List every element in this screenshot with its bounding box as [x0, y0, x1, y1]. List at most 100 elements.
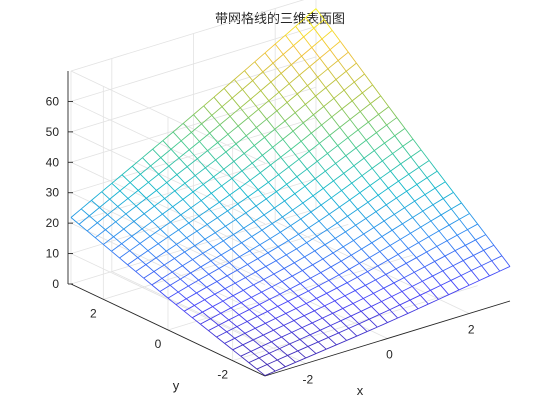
- mesh-line: [295, 308, 305, 317]
- mesh-line: [338, 274, 348, 284]
- mesh-line: [308, 151, 318, 162]
- mesh-line: [450, 275, 462, 281]
- mesh-line: [339, 127, 349, 138]
- mesh-line: [321, 124, 330, 136]
- mesh-line: [461, 202, 470, 214]
- mesh-line: [279, 343, 290, 350]
- mesh-line: [196, 230, 206, 240]
- mesh-line: [349, 192, 361, 201]
- mesh-line: [259, 304, 268, 312]
- mesh-line: [446, 240, 456, 251]
- mesh-line: [205, 167, 214, 178]
- mesh-line: [137, 181, 149, 191]
- mesh-line: [325, 170, 334, 182]
- mesh-line: [308, 290, 317, 299]
- mesh-line: [227, 210, 236, 220]
- mesh-line: [379, 245, 391, 252]
- mesh-line: [342, 308, 352, 317]
- mesh-line: [399, 304, 409, 314]
- mesh-line: [241, 170, 251, 181]
- mesh-line: [151, 221, 161, 230]
- mesh-line: [332, 252, 342, 262]
- mesh-line: [302, 122, 312, 134]
- mesh-line: [196, 286, 207, 294]
- mesh-line: [239, 250, 250, 258]
- mesh-line: [137, 250, 149, 259]
- mesh-line: [151, 278, 163, 286]
- mesh-line: [391, 296, 401, 306]
- mesh-line: [341, 100, 353, 110]
- mesh-line: [312, 264, 322, 273]
- mesh-line: [246, 321, 256, 329]
- mesh-line: [222, 295, 234, 302]
- mesh-line: [147, 250, 157, 259]
- mesh-line: [200, 318, 211, 325]
- mesh-line: [272, 138, 284, 148]
- mesh-line: [322, 312, 333, 319]
- mesh-line: [444, 255, 454, 267]
- mesh-line: [353, 233, 364, 241]
- mesh-line: [408, 173, 418, 185]
- axes-grid: [70, 0, 478, 377]
- mesh-line: [200, 200, 210, 210]
- mesh-line: [410, 232, 419, 243]
- mesh-line: [140, 165, 151, 175]
- mesh-line: [365, 211, 377, 219]
- mesh-line: [204, 293, 216, 301]
- mesh-line: [245, 205, 257, 214]
- mesh-line: [194, 245, 204, 254]
- mesh-line: [341, 108, 351, 120]
- mesh-line: [285, 25, 296, 36]
- mesh-line: [253, 214, 265, 222]
- mesh-line: [448, 224, 458, 236]
- mesh-line: [263, 214, 273, 224]
- mesh-line: [191, 132, 200, 142]
- mesh-line: [244, 70, 253, 81]
- mesh-line: [418, 242, 427, 253]
- mesh-line: [381, 229, 393, 237]
- mesh-line: [256, 118, 267, 128]
- mesh-line: [382, 153, 393, 162]
- mesh-line: [259, 298, 270, 305]
- mesh-line: [295, 303, 307, 309]
- mesh-line: [422, 210, 432, 222]
- mesh-line: [237, 196, 249, 205]
- mesh-line: [172, 131, 182, 142]
- mesh-line: [299, 334, 311, 340]
- mesh-line: [174, 182, 186, 192]
- mesh-line: [329, 135, 339, 146]
- mesh-line: [180, 140, 190, 151]
- mesh-line: [404, 200, 415, 209]
- mesh-line: [270, 81, 280, 93]
- mesh-line: [227, 125, 239, 135]
- mesh-line: [383, 287, 393, 297]
- mesh-line: [307, 341, 319, 347]
- mesh-line: [479, 275, 490, 281]
- mesh-line: [86, 230, 96, 239]
- mesh-line: [337, 215, 348, 224]
- mesh-line: [406, 184, 418, 192]
- mesh-line: [367, 271, 376, 281]
- mesh-line: [162, 213, 171, 223]
- mesh-line: [283, 262, 295, 269]
- mesh-line: [255, 205, 265, 216]
- mesh-line: [206, 217, 218, 225]
- mesh-line: [457, 229, 468, 236]
- mesh-line: [243, 153, 253, 164]
- mesh-line: [396, 197, 405, 209]
- mesh-line: [285, 34, 294, 46]
- mesh-line: [275, 260, 285, 269]
- mesh-line: [390, 170, 399, 182]
- mesh-line: [258, 352, 270, 359]
- mesh-line: [337, 145, 347, 156]
- mesh-line: [303, 315, 313, 324]
- mesh-line: [299, 66, 310, 76]
- mesh-line: [186, 230, 198, 239]
- mesh-line: [168, 157, 180, 167]
- mesh-line: [249, 172, 261, 181]
- mesh-line: [294, 262, 303, 271]
- mesh-line: [234, 337, 244, 346]
- mesh-line: [294, 256, 305, 264]
- mesh-line: [440, 208, 452, 216]
- mesh-line: [332, 312, 342, 322]
